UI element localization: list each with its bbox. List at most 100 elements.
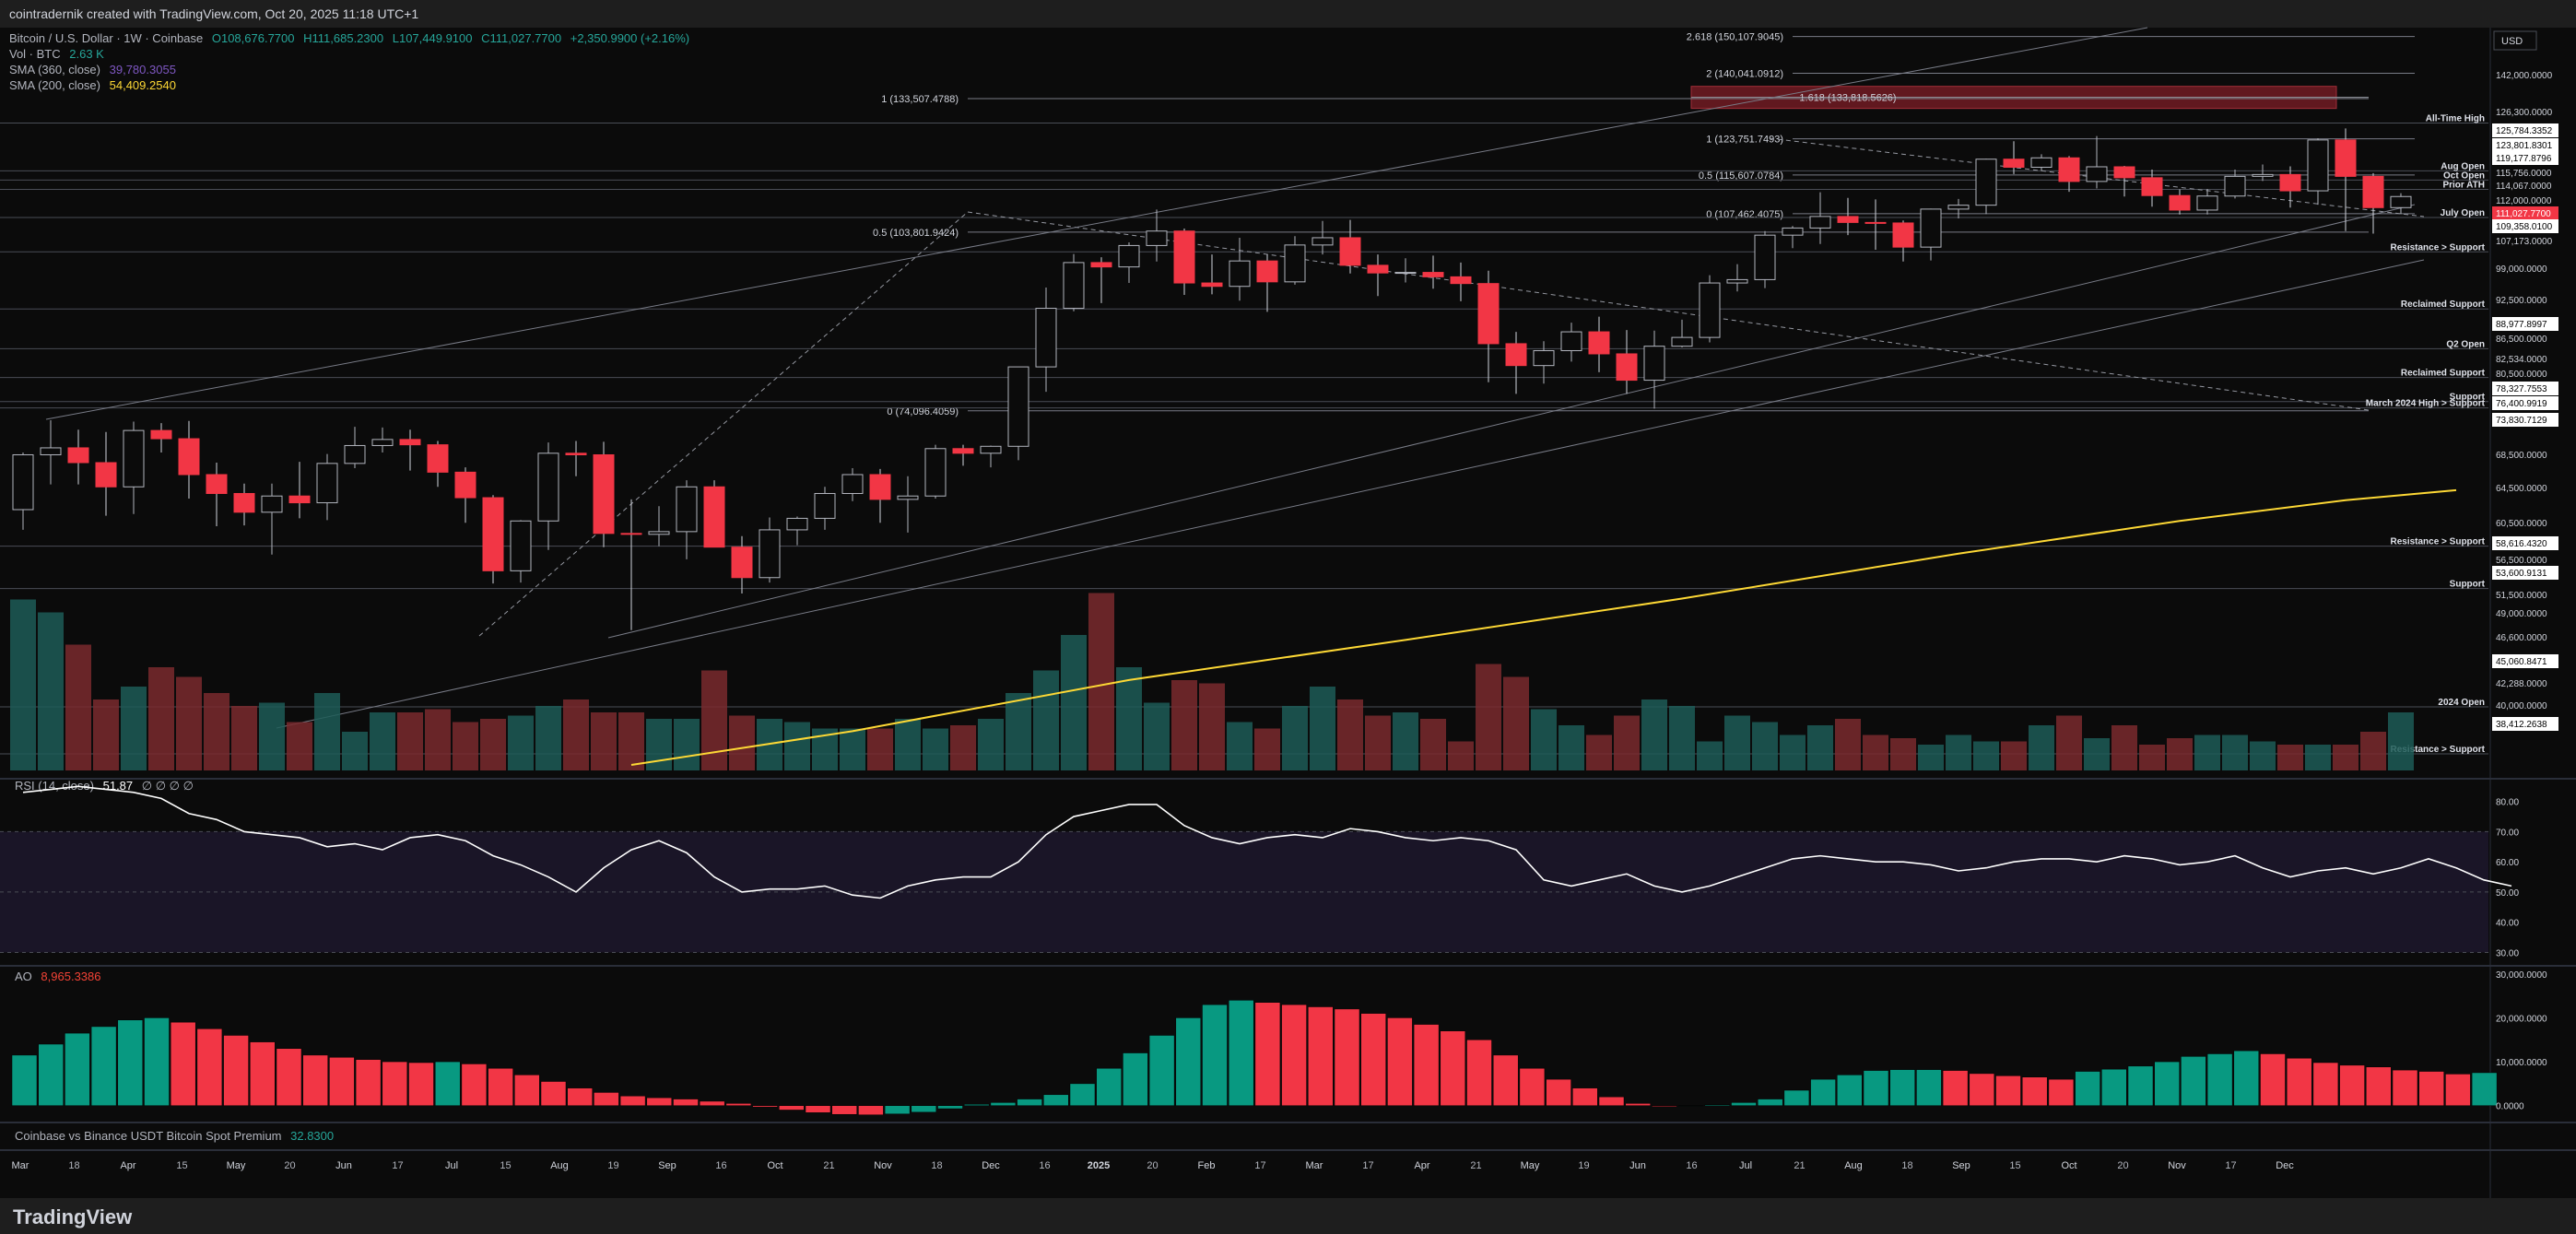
- ao-bar: [1413, 1024, 1440, 1106]
- volume-bar: [1420, 719, 1446, 770]
- ao-bar: [2127, 1065, 2154, 1106]
- channel-line: [45, 27, 2148, 420]
- time-tick-label: Jul: [445, 1160, 458, 1171]
- candle-body: [924, 448, 947, 497]
- price-tick-label: 115,756.0000: [2496, 169, 2552, 179]
- candle: [1035, 287, 1057, 393]
- candle-body: [1229, 260, 1251, 288]
- price-tick-label: 123,801.8301: [2496, 141, 2553, 151]
- candle: [2362, 172, 2384, 234]
- ao-bar: [752, 1105, 778, 1108]
- ao-bar: [2366, 1066, 2392, 1106]
- candle-body: [1754, 234, 1776, 280]
- candle-body: [1394, 272, 1417, 275]
- rsi-tick-label: 40.00: [2496, 919, 2519, 929]
- time-tick-label: May: [227, 1160, 246, 1171]
- candle: [759, 517, 781, 583]
- candle-body: [1422, 272, 1444, 277]
- candle-body: [2058, 157, 2080, 182]
- candle: [371, 427, 394, 452]
- candle: [2252, 164, 2274, 182]
- candle: [1450, 262, 1472, 301]
- ao-bar: [382, 1061, 408, 1106]
- ao-tick-label: 20,000.0000: [2496, 1014, 2547, 1024]
- candle-body: [869, 474, 891, 500]
- volume-bar: [259, 702, 285, 770]
- volume-bar: [2167, 738, 2193, 770]
- level-label: Resistance > Support: [2390, 242, 2485, 253]
- chart-svg[interactable]: 2.618 (150,107.9045)2 (140,041.0912)1.61…: [0, 0, 2576, 1198]
- time-tick-label: Apr: [120, 1160, 135, 1171]
- candle: [1146, 209, 1168, 262]
- candle: [12, 452, 34, 530]
- candle: [2335, 128, 2357, 231]
- ao-bar: [1889, 1069, 1915, 1106]
- ao-bar: [1942, 1070, 1969, 1106]
- ao-bar: [858, 1105, 884, 1115]
- level-label: Reclaimed Support: [2401, 369, 2486, 379]
- chart-area[interactable]: Bitcoin / U.S. Dollar · 1W · Coinbase O1…: [0, 28, 2576, 1198]
- time-tick-label: 20: [2117, 1160, 2128, 1171]
- candle: [316, 453, 338, 521]
- candle: [288, 462, 311, 519]
- ao-bar: [1360, 1013, 1386, 1106]
- time-tick-label: Feb: [1198, 1160, 1216, 1171]
- candle: [40, 419, 62, 485]
- symbol-title: Bitcoin / U.S. Dollar · 1W · Coinbase: [9, 31, 204, 45]
- time-tick-label: 18: [68, 1160, 79, 1171]
- volume-bar: [1946, 735, 1971, 770]
- candle-body: [1864, 221, 1887, 224]
- volume-bar: [2333, 745, 2358, 770]
- candle: [2307, 137, 2329, 206]
- ohlc-low: L107,449.9100: [392, 31, 473, 45]
- candle-body: [2086, 166, 2108, 182]
- volume-bar: [2056, 715, 2082, 770]
- candle: [1726, 264, 1748, 292]
- volume-bar: [2084, 738, 2110, 770]
- volume-bar: [1586, 735, 1612, 770]
- candle: [1699, 275, 1721, 343]
- volume-bar: [1614, 715, 1640, 770]
- candle: [67, 429, 89, 485]
- volume-bar: [1310, 687, 1335, 770]
- ao-bar: [2339, 1064, 2365, 1106]
- time-tick-label: Dec: [982, 1160, 1000, 1171]
- volume-bar: [287, 722, 312, 770]
- candle: [897, 476, 919, 533]
- ao-bar: [117, 1019, 144, 1106]
- ao-bar: [1387, 1017, 1413, 1106]
- ao-tick-label: 0.0000: [2496, 1102, 2524, 1112]
- time-tick-label: Apr: [1414, 1160, 1429, 1171]
- candle-body: [2335, 139, 2357, 177]
- candle-body: [1726, 278, 1748, 284]
- candle: [1256, 254, 1278, 312]
- ao-bar: [2154, 1061, 2180, 1106]
- candle: [510, 520, 532, 583]
- candle: [1754, 230, 1776, 288]
- candle: [565, 441, 587, 476]
- ao-bar: [1995, 1075, 2021, 1106]
- level-label: July Open: [2441, 208, 2485, 218]
- candle: [924, 444, 947, 499]
- candle: [1312, 220, 1334, 255]
- time-tick-label: 17: [2225, 1160, 2236, 1171]
- ao-bar: [1625, 1103, 1651, 1106]
- price-tag: [2492, 151, 2558, 165]
- ao-bar: [408, 1062, 434, 1106]
- time-tick-label: 17: [1362, 1160, 1373, 1171]
- candle: [980, 445, 1002, 468]
- candle-body: [2307, 139, 2329, 192]
- volume-bar: [176, 676, 202, 770]
- ao-bar: [2418, 1071, 2444, 1106]
- candle-body: [759, 529, 781, 579]
- volume-bar: [978, 719, 1004, 770]
- ao-bar: [1492, 1054, 1519, 1106]
- price-tick-label: 46,600.0000: [2496, 633, 2547, 643]
- candle-body: [952, 448, 974, 454]
- candle: [2030, 154, 2053, 171]
- candle-body: [648, 531, 670, 535]
- ao-bar: [434, 1061, 461, 1106]
- price-tick-label: 58,616.4320: [2496, 539, 2547, 549]
- level-label: Resistance > Support: [2390, 537, 2485, 547]
- volume-bar: [1724, 715, 1750, 770]
